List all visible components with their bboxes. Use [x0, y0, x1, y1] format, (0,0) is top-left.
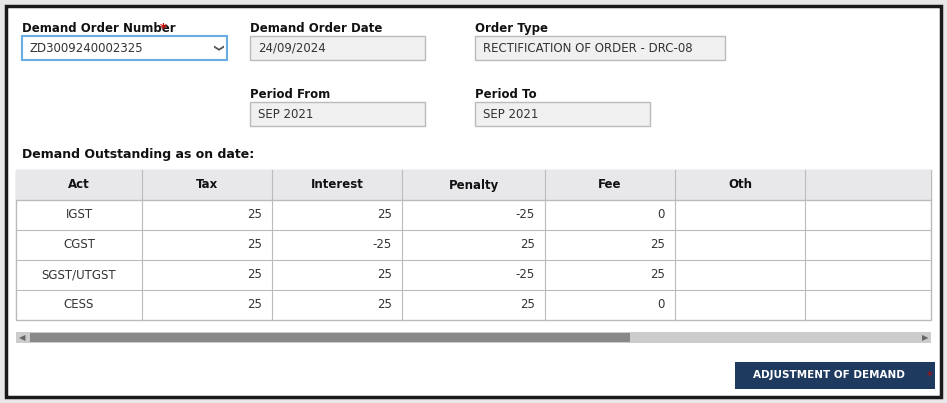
- Text: ADJUSTMENT OF DEMAND: ADJUSTMENT OF DEMAND: [753, 370, 905, 380]
- Text: 25: 25: [247, 268, 262, 282]
- Text: 25: 25: [247, 299, 262, 312]
- Text: 24/09/2024: 24/09/2024: [258, 42, 326, 54]
- Text: 25: 25: [520, 299, 535, 312]
- Text: SEP 2021: SEP 2021: [483, 108, 539, 120]
- Text: *: *: [160, 22, 167, 35]
- Bar: [250, 102, 425, 126]
- Text: *: *: [926, 370, 932, 380]
- Text: 25: 25: [377, 299, 392, 312]
- Text: Demand Order Date: Demand Order Date: [250, 22, 383, 35]
- Bar: [475, 36, 725, 60]
- Text: Penalty: Penalty: [448, 179, 499, 191]
- Text: Demand Outstanding as on date:: Demand Outstanding as on date:: [22, 148, 254, 161]
- Text: 0: 0: [657, 208, 665, 222]
- Text: 25: 25: [651, 268, 665, 282]
- Bar: [250, 36, 425, 60]
- Text: 25: 25: [247, 239, 262, 251]
- Text: ❯: ❯: [212, 44, 222, 52]
- Bar: [30, 333, 630, 342]
- Text: ZD3009240002325: ZD3009240002325: [30, 42, 144, 54]
- Text: -25: -25: [373, 239, 392, 251]
- Bar: [16, 170, 931, 320]
- Bar: [16, 170, 931, 200]
- Text: 25: 25: [651, 239, 665, 251]
- Text: 25: 25: [377, 268, 392, 282]
- Text: ▶: ▶: [921, 333, 928, 342]
- Text: Demand Order Number: Demand Order Number: [22, 22, 175, 35]
- Text: Tax: Tax: [196, 179, 218, 191]
- Bar: [475, 102, 650, 126]
- Text: -25: -25: [516, 208, 535, 222]
- Text: -25: -25: [516, 268, 535, 282]
- Text: Period To: Period To: [475, 88, 537, 101]
- Text: IGST: IGST: [65, 208, 93, 222]
- Text: Order Type: Order Type: [475, 22, 548, 35]
- Text: Period From: Period From: [250, 88, 331, 101]
- Text: Interest: Interest: [311, 179, 364, 191]
- Text: Act: Act: [68, 179, 90, 191]
- Bar: [22, 36, 227, 60]
- Text: CGST: CGST: [63, 239, 95, 251]
- Bar: [16, 332, 931, 343]
- Text: 25: 25: [520, 239, 535, 251]
- Bar: [735, 362, 935, 389]
- Text: SGST/UTGST: SGST/UTGST: [42, 268, 116, 282]
- Text: ◀: ◀: [19, 333, 26, 342]
- Text: 25: 25: [247, 208, 262, 222]
- Text: Oth: Oth: [728, 179, 752, 191]
- Text: SEP 2021: SEP 2021: [258, 108, 313, 120]
- Text: CESS: CESS: [63, 299, 94, 312]
- Text: 0: 0: [657, 299, 665, 312]
- Text: 25: 25: [377, 208, 392, 222]
- Text: Fee: Fee: [599, 179, 622, 191]
- Text: RECTIFICATION OF ORDER - DRC-08: RECTIFICATION OF ORDER - DRC-08: [483, 42, 692, 54]
